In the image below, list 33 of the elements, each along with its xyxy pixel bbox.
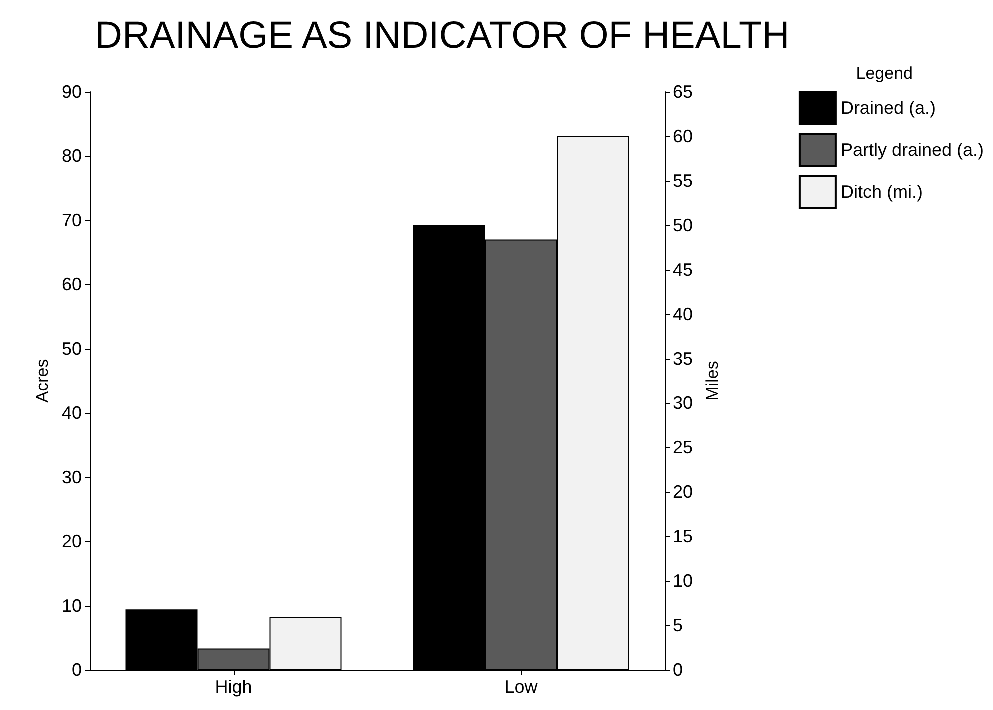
- y2-tick-label: 25: [673, 438, 694, 458]
- y-tick-label: 60: [62, 274, 82, 295]
- y2-tick-label: 60: [673, 126, 694, 146]
- y-tick-label: 20: [62, 532, 82, 552]
- y-tick-label: 80: [62, 146, 82, 166]
- y-tick-label: 70: [62, 210, 82, 230]
- y2-tick-label: 30: [673, 393, 694, 414]
- y-tick-label: 0: [72, 660, 82, 680]
- y2-tick-label: 45: [673, 260, 694, 280]
- y2-axis-title: Miles: [702, 361, 722, 401]
- y2-tick-label: 20: [673, 482, 694, 502]
- x-tick-label: Low: [504, 677, 539, 697]
- y2-tick-label: 35: [673, 348, 694, 369]
- y2-tick-label: 0: [673, 660, 684, 680]
- y-tick-label: 30: [62, 467, 82, 488]
- y-tick-label: 40: [62, 403, 82, 424]
- chart-title: DRAINAGE AS INDICATOR OF HEALTH: [95, 15, 790, 57]
- y2-tick-label: 50: [673, 215, 694, 236]
- y-tick-label: 90: [62, 82, 82, 102]
- x-tick-label: High: [215, 677, 252, 697]
- legend-label: Drained (a.): [840, 98, 936, 118]
- y-tick-label: 10: [62, 596, 82, 616]
- y2-tick-label: 10: [673, 571, 694, 592]
- legend-label: Partly drained (a.): [840, 140, 984, 160]
- y2-tick-label: 15: [673, 526, 694, 547]
- y2-tick-label: 5: [673, 616, 684, 636]
- y-axis-title: Acres: [33, 359, 52, 403]
- y2-tick-label: 40: [673, 304, 694, 324]
- legend-title: Legend: [856, 64, 914, 83]
- legend-label: Ditch (mi.): [840, 182, 923, 202]
- y2-tick-label: 65: [673, 82, 694, 102]
- y-tick-label: 50: [62, 338, 82, 359]
- y2-tick-label: 55: [673, 170, 694, 191]
